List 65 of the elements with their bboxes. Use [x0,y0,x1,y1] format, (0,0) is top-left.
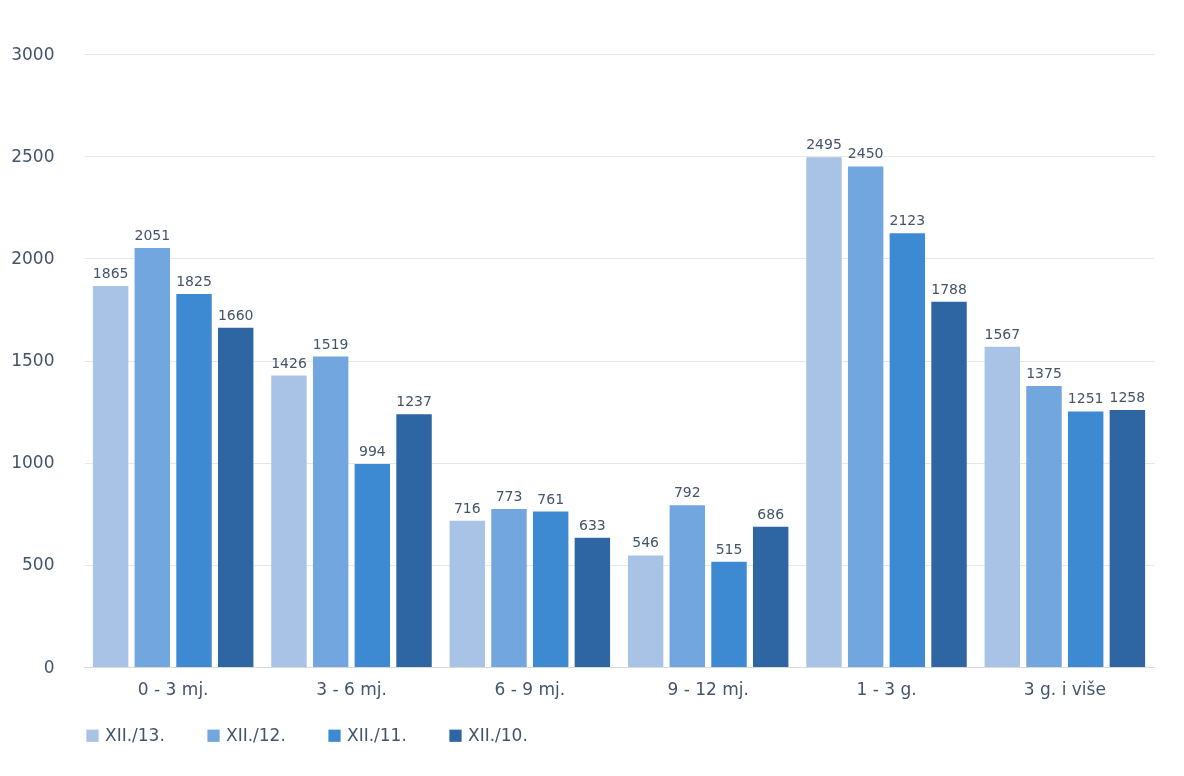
data-label: 1258 [1109,388,1146,405]
y-tick-label: 1000 [11,452,55,473]
bar [889,233,926,667]
y-tick-label: 0 [43,656,55,677]
bar [1109,409,1146,667]
bar [806,157,842,667]
bar [574,537,611,667]
data-label: 1788 [931,280,967,297]
data-label: 994 [358,442,386,459]
bar [217,327,254,667]
data-label: 1660 [217,306,254,323]
bar [396,414,432,667]
data-label: 773 [495,488,523,505]
data-label: 1825 [176,273,212,290]
data-label: 1375 [1026,365,1062,382]
x-tick-label: 9 - 12 mj. [667,678,749,699]
bar [1067,411,1104,667]
bar [271,375,307,667]
x-tick-label: 3 g. i više [1023,678,1106,699]
data-label: 515 [715,540,743,557]
bar [752,526,789,667]
legend-label: XII./10. [468,724,528,745]
bar [134,247,171,667]
data-label: 1251 [1067,390,1104,407]
bar [491,509,527,667]
bar [312,356,349,667]
y-tick-label: 500 [22,554,55,575]
y-tick-label: 2000 [11,247,55,268]
bar [1026,386,1062,667]
legend-label: XII./13. [105,724,165,745]
x-tick-label: 0 - 3 mj. [137,678,209,699]
bar [847,166,884,667]
bar [627,555,664,667]
data-label: 2495 [806,136,842,153]
data-label: 761 [537,490,565,507]
bar [711,561,747,667]
bar [669,505,706,667]
bar [354,463,391,667]
data-label: 1426 [271,354,307,371]
x-tick-label: 6 - 9 mj. [494,678,566,699]
data-label: 1237 [396,393,432,410]
data-label: 2123 [889,212,926,229]
x-tick-label: 1 - 3 g. [856,678,917,699]
bar [176,294,212,667]
legend-label: XII./12. [226,724,286,745]
data-label: 633 [579,516,606,533]
y-tick-label: 1500 [11,350,55,370]
data-label: 716 [453,499,481,516]
x-tick-label: 3 - 6 mj. [316,678,387,699]
y-tick-label: 2500 [11,145,55,166]
bar [92,285,129,667]
data-label: 2051 [134,226,171,243]
data-label: 792 [673,484,701,501]
data-label: 1519 [312,335,349,352]
data-label: 2450 [847,145,884,162]
data-label: 686 [757,505,785,522]
data-label: 546 [632,534,660,551]
bar [532,511,569,667]
bar [931,301,967,667]
bar [984,346,1021,667]
data-label: 1567 [984,325,1021,342]
y-tick-label: 3000 [11,43,55,64]
bar [449,520,486,667]
data-label: 1865 [92,264,129,281]
legend-label: XII./11. [347,724,407,745]
